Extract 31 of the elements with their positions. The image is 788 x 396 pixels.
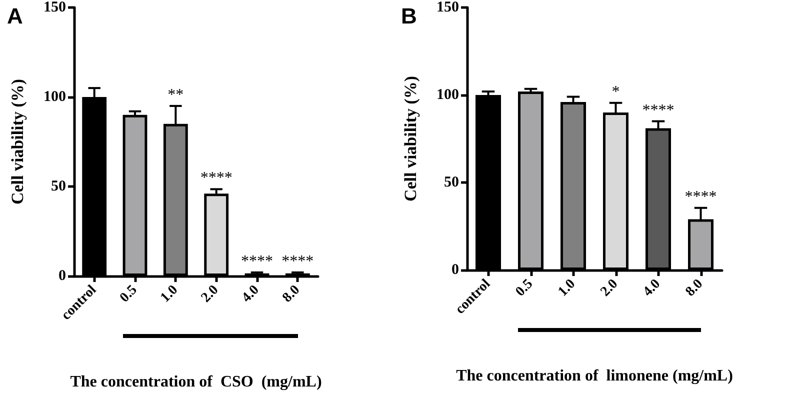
- chart-title: B: [401, 4, 417, 28]
- y-tick-label: 100: [44, 89, 66, 105]
- y-axis-title: Cell viability (%): [401, 76, 420, 202]
- y-tick-label: 0: [452, 262, 459, 278]
- x-tick-label: 4.0: [239, 282, 262, 306]
- x-tick-label: 8.0: [280, 282, 303, 306]
- annotation: **: [168, 86, 184, 104]
- x-tick-label: 0.5: [117, 282, 140, 306]
- y-tick-label: 150: [436, 0, 459, 16]
- annotation: ****: [642, 102, 674, 119]
- x-tick-label: 2.0: [198, 282, 222, 306]
- y-axis-title: Cell viability (%): [8, 78, 27, 205]
- x-axis-title: The concentration of CSO (mg/mL): [70, 374, 322, 390]
- x-axis-title: The concentration of limonene (mg/mL): [456, 368, 733, 384]
- y-tick-label: 100: [436, 87, 459, 103]
- x-tick-label: 0.5: [513, 276, 536, 300]
- y-tick-label: 0: [58, 268, 66, 284]
- annotation: ****: [200, 170, 232, 187]
- x-tick-label: 4.0: [640, 276, 664, 300]
- annotation: ****: [282, 252, 314, 270]
- x-tick-label: 2.0: [598, 276, 622, 300]
- x-tick-label: 1.0: [158, 282, 181, 306]
- y-tick-label: 50: [444, 174, 459, 190]
- x-tick-label: 8.0: [683, 276, 706, 300]
- annotation: ****: [684, 188, 717, 206]
- x-tick-label: 1.0: [556, 276, 579, 300]
- y-tick-label: 150: [44, 0, 66, 16]
- y-tick-label: 50: [51, 178, 66, 194]
- annotation: *: [612, 83, 620, 100]
- annotation: ****: [241, 252, 273, 270]
- chart-title: A: [7, 4, 23, 28]
